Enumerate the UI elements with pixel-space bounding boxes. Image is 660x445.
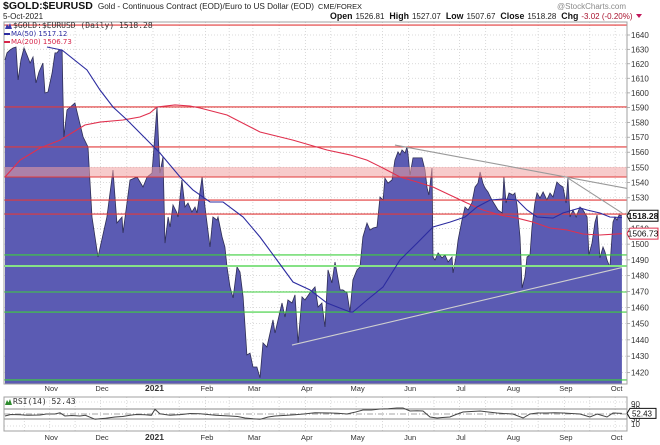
change-value: -3.02 (-0.20%): [581, 12, 633, 21]
price-chart-icon: [5, 23, 12, 29]
legend-ma200: MA(200) 1506.73: [4, 38, 72, 46]
rsi-value-box: [626, 407, 657, 419]
y-axis-label: 1460: [631, 304, 649, 313]
close-value-label-box: [626, 209, 659, 222]
y-axis-label: 1440: [631, 336, 649, 345]
down-arrow-icon: [635, 14, 642, 18]
x-axis-label: Oct: [611, 433, 624, 442]
trendline: [291, 267, 623, 346]
y-axis-label: 1550: [631, 163, 649, 172]
rsi-value-label: 52.43: [626, 407, 657, 419]
price-panel: [4, 22, 627, 384]
x-axis-label: Nov: [45, 433, 59, 442]
y-axis-label: 1590: [631, 104, 649, 113]
x-axis-label: Sep: [559, 433, 572, 442]
symbol-title: $GOLD:$EURUSD: [3, 0, 93, 12]
low-label: Low: [445, 11, 464, 21]
x-axis-label: Mar: [248, 384, 261, 393]
close-value-label-text: 1518.28: [628, 211, 659, 221]
x-axis-label: Apr: [301, 384, 313, 393]
x-axis-label: May: [351, 384, 365, 393]
high-value: 1527.07: [411, 12, 441, 21]
symbol-description: Gold - Continuous Contract (EOD)/Euro to…: [97, 2, 314, 11]
y-axis-label: 1610: [631, 74, 649, 83]
x-axis-label: Dec: [95, 384, 109, 393]
price-area: [5, 47, 622, 384]
x-axis-label: Mar: [248, 433, 261, 442]
ma200-line: [4, 104, 622, 236]
open-label: Open: [330, 11, 353, 21]
x-axis-label: Jul: [456, 384, 466, 393]
y-axis-label: 1530: [631, 194, 649, 203]
x-axis-label: 2021: [145, 383, 164, 393]
y-axis-label: 1630: [631, 45, 649, 54]
change-label: Chg: [561, 11, 579, 21]
y-axis-label: 1570: [631, 133, 649, 142]
y-axis-label: 1500: [631, 240, 649, 249]
y-axis-label: 1450: [631, 320, 649, 329]
high-label: High: [389, 11, 409, 21]
x-axis-label: Feb: [200, 433, 213, 442]
x-axis-label: Feb: [200, 384, 213, 393]
low-value: 1507.67: [466, 12, 496, 21]
x-axis-label: Dec: [95, 433, 109, 442]
ma50-swatch: [4, 33, 10, 35]
x-axis-label: 2021: [145, 432, 164, 442]
ma50-line: [46, 46, 622, 313]
resistance-band: [4, 166, 627, 177]
open-value: 1526.81: [355, 12, 385, 21]
rsi-axis-label: 30: [631, 415, 640, 424]
price-panel-border: [3, 21, 628, 385]
x-axis-label: Jun: [404, 384, 416, 393]
trendline: [394, 144, 627, 189]
rsi-value-text: 52.43: [632, 409, 653, 418]
y-axis-label: 1580: [631, 118, 649, 127]
y-axis-label: 1480: [631, 272, 649, 281]
rsi-panel: [4, 397, 627, 431]
x-axis-label: May: [351, 433, 365, 442]
legend-ma200-text: MA(200) 1506.73: [11, 38, 72, 46]
x-axis-label: Sep: [559, 384, 572, 393]
y-axis-label: 1540: [631, 178, 649, 187]
y-axis-label: 1470: [631, 288, 649, 297]
legend-ma50-text: MA(50) 1517.12: [11, 30, 68, 38]
ma200-swatch: [4, 41, 10, 43]
rsi-line: [4, 407, 622, 420]
y-axis-label: 1430: [631, 352, 649, 361]
y-axis-label: 1560: [631, 148, 649, 157]
rsi-indicator-icon: [5, 399, 12, 405]
chart-date: 5-Oct-2021: [3, 12, 44, 21]
x-axis-label: Nov: [45, 384, 59, 393]
x-axis-label: Aug: [507, 384, 520, 393]
x-axis-label: Apr: [301, 433, 313, 442]
y-axis-label: 1420: [631, 369, 649, 378]
copyright-label: @StockCharts.com: [557, 2, 627, 11]
legend-ma50: MA(50) 1517.12: [4, 30, 67, 38]
chart-title-bar: $GOLD:$EURUSD Gold - Continuous Contract…: [3, 0, 362, 13]
close-value-label: 1518.28: [626, 209, 659, 222]
close-value: 1518.28: [527, 12, 557, 21]
y-axis-label: 1490: [631, 256, 649, 265]
x-axis-label: Jul: [456, 433, 466, 442]
rsi-axis-label: 10: [631, 420, 640, 429]
y-axis-label: 1620: [631, 60, 649, 69]
close-label: Close: [500, 11, 525, 21]
quote-summary: Open 1526.81 High 1527.07 Low 1507.67 Cl…: [330, 11, 642, 21]
y-axis-label: 1640: [631, 31, 649, 40]
exchange-label: CME/FOREX: [318, 2, 362, 11]
y-axis-label: 1600: [631, 89, 649, 98]
rsi-legend: RSI(14) 52.43: [13, 397, 76, 406]
rsi-axis-label: 90: [631, 400, 640, 409]
ma200-value-label: 1506.73: [626, 227, 659, 240]
x-axis-label: Aug: [507, 433, 520, 442]
x-axis-label: Oct: [611, 384, 624, 393]
ma200-value-label-box: [626, 227, 659, 240]
x-axis-label: Jun: [404, 433, 416, 442]
ma200-value-label-text: 1506.73: [628, 229, 659, 239]
legend-price: $GOLD:$EURUSD (Daily) 1518.28: [13, 21, 153, 30]
trendline: [567, 177, 623, 214]
